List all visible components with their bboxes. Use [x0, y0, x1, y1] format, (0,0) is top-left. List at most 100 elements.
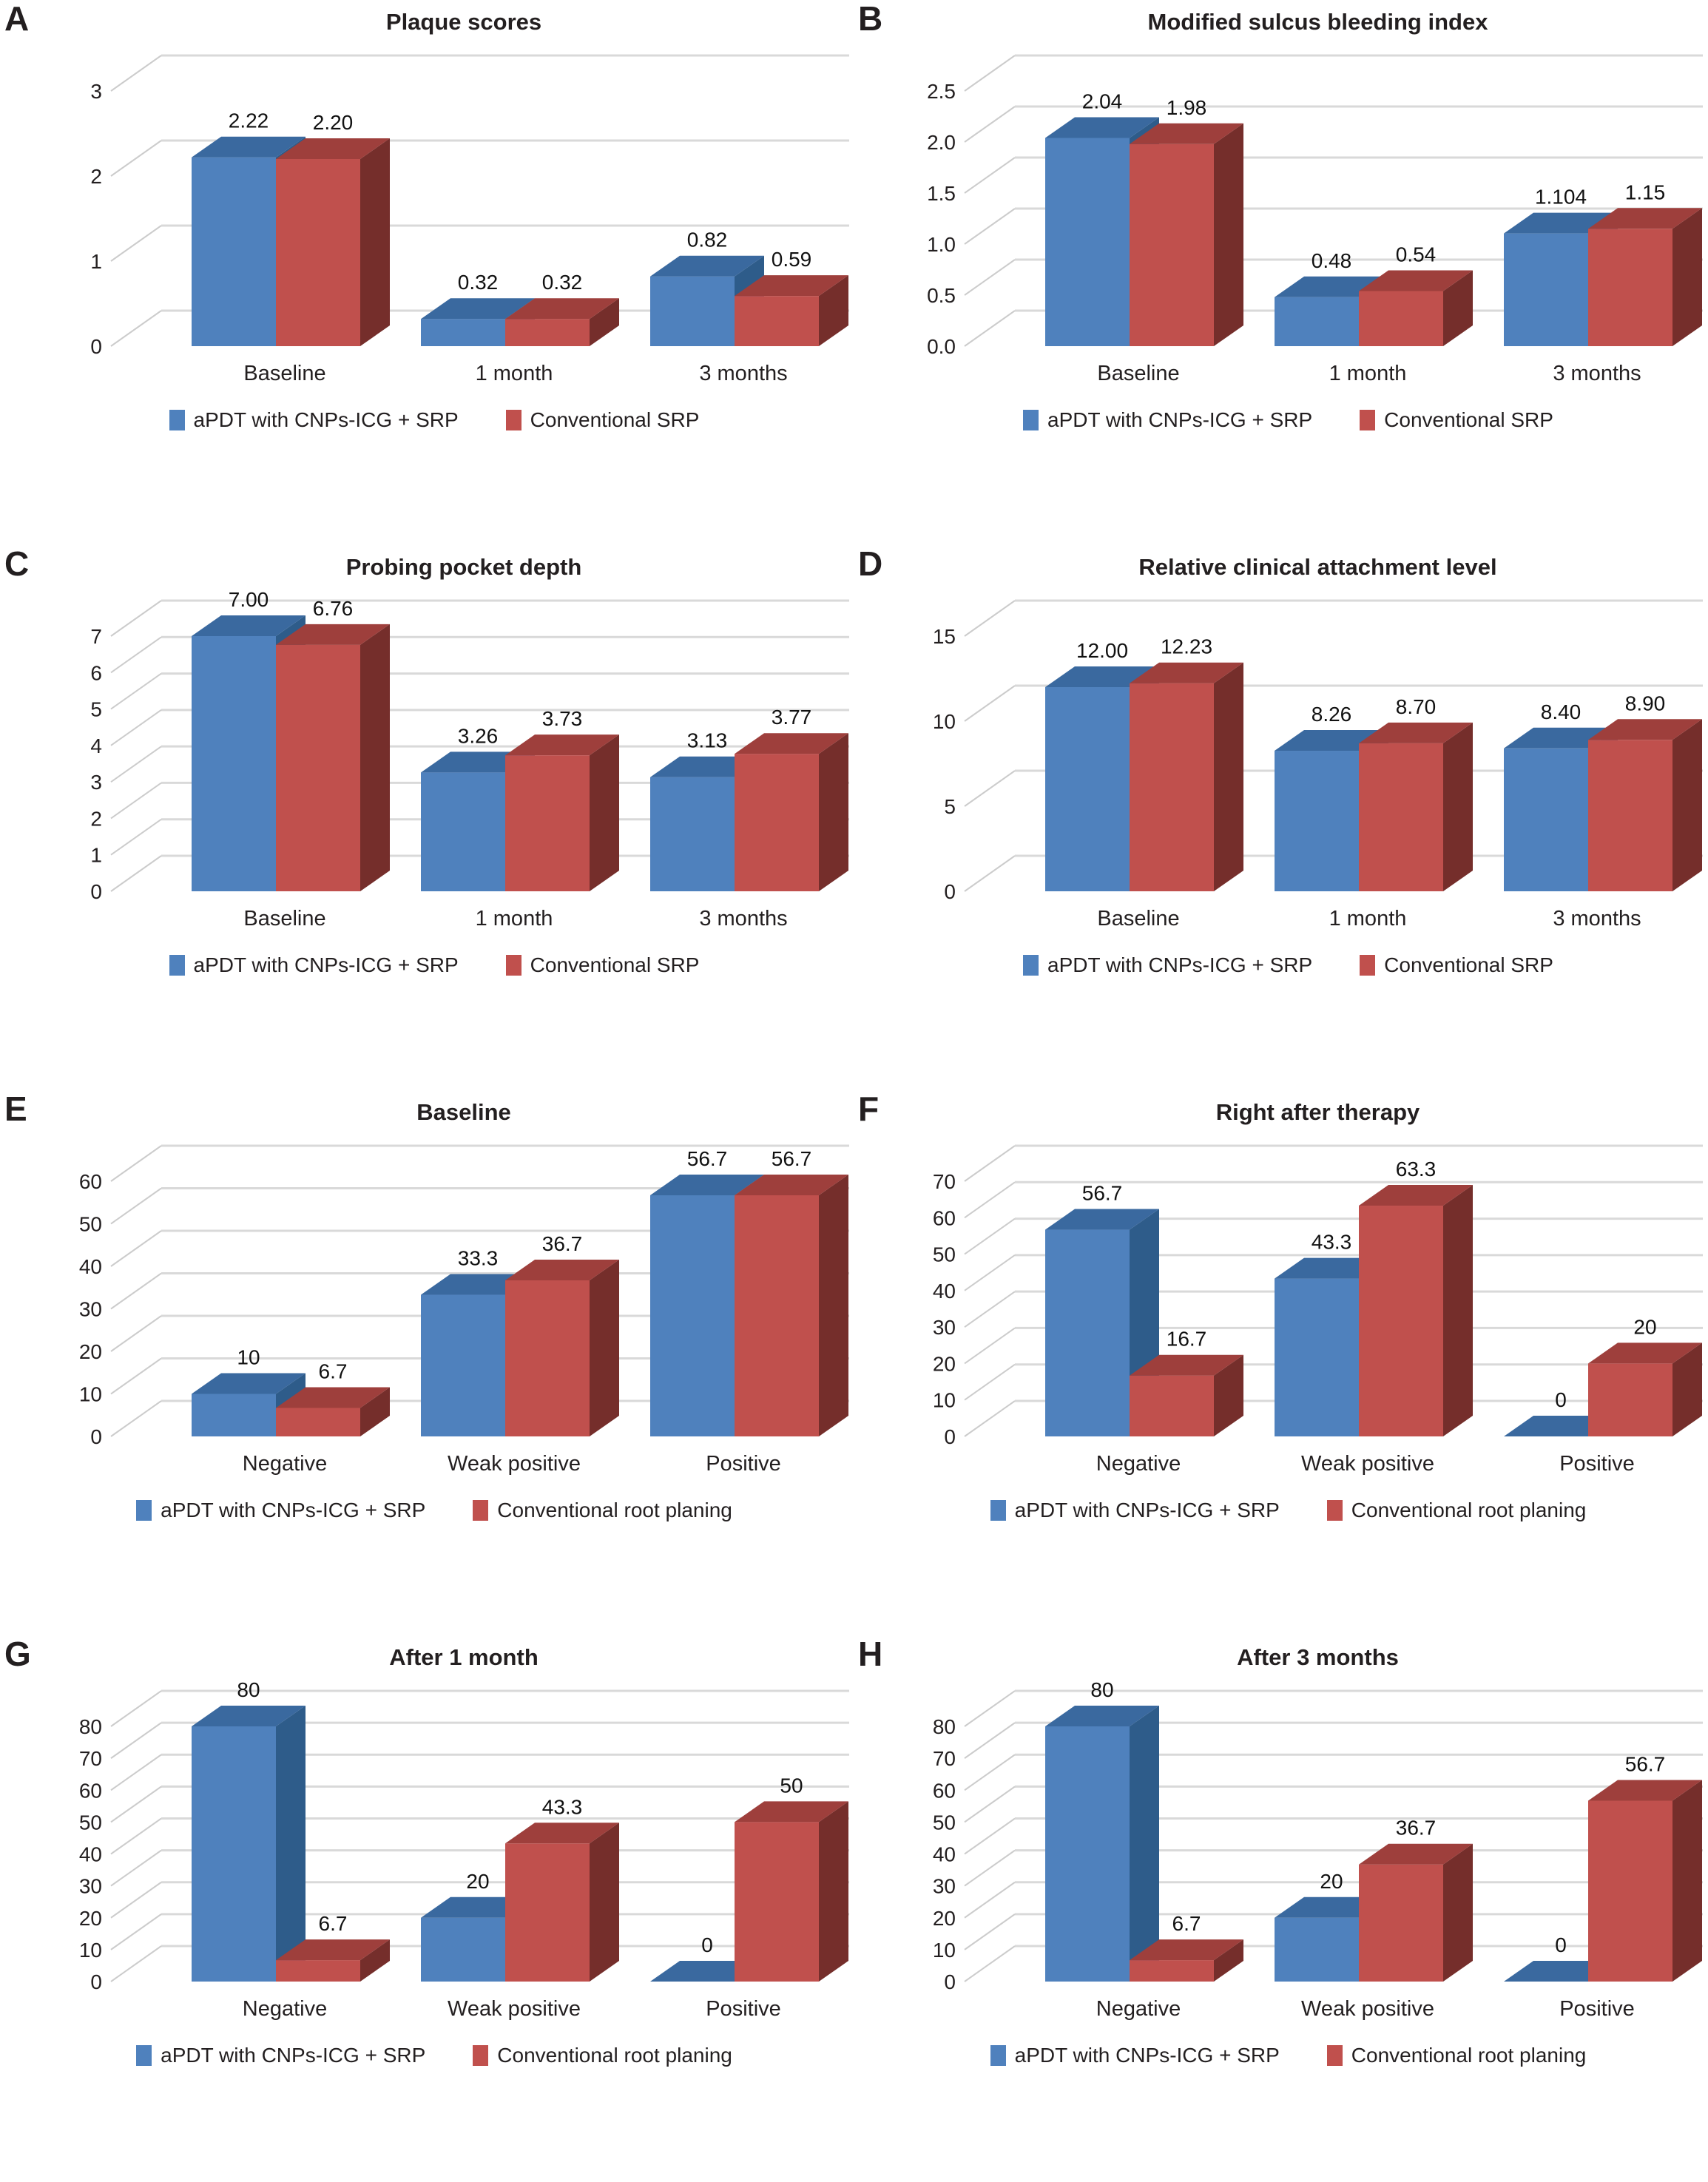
y-tick-label: 1.5	[927, 182, 956, 205]
axis-tick-line	[964, 1690, 1016, 1727]
axis-tick-line	[964, 259, 1016, 296]
axis-tick-line	[110, 855, 162, 892]
y-tick-label: 30	[933, 1316, 956, 1339]
value-label: 33.3	[458, 1247, 499, 1270]
category-label: Negative	[243, 1997, 327, 2021]
value-label: 36.7	[542, 1232, 583, 1255]
value-label: 10	[237, 1346, 260, 1369]
axis-tick-line	[110, 1690, 162, 1727]
value-label: 0	[701, 1933, 713, 1956]
category-label: 3 months	[699, 907, 787, 930]
bar-top-face	[192, 1706, 306, 1726]
bar-top-face	[735, 1174, 848, 1195]
bar	[276, 159, 360, 346]
bar-side-face	[1214, 662, 1243, 891]
legend-label: Conventional root planing	[1351, 1499, 1587, 1521]
y-tick-label: 80	[79, 1715, 102, 1738]
legend: aPDT with CNPs-ICG + SRP Conventional ro…	[876, 2044, 1701, 2067]
y-tick-label: 20	[79, 1907, 102, 1930]
bar	[421, 1917, 505, 1982]
axis-tick-line	[964, 1400, 1016, 1437]
bar	[1275, 1917, 1359, 1982]
chart-panel-a: A Plaque scores 0 1 2 3 2.22 2.20 Baseline 0.32…	[0, 0, 854, 545]
y-tick-label: 50	[933, 1243, 956, 1266]
bar-side-face	[590, 298, 619, 346]
bar-side-face	[360, 1387, 390, 1436]
y-tick-label: 60	[933, 1779, 956, 1802]
bar-top-face	[192, 136, 306, 158]
bar	[421, 1294, 505, 1436]
bar	[276, 1960, 360, 1982]
bar-top-face	[1045, 117, 1159, 138]
legend: aPDT with CNPs-ICG + SRP Conventional SR…	[876, 953, 1701, 977]
bar-chart: 0 1 2 3 2.22 2.20 Baseline 0.32 0.32 1 month 0.82 0…	[90, 54, 849, 385]
legend-label: aPDT with CNPs-ICG + SRP	[161, 2044, 426, 2067]
bar	[505, 1280, 590, 1436]
y-tick-label: 0	[90, 880, 102, 903]
bar	[735, 1195, 819, 1436]
axis-tick-line	[964, 1786, 1016, 1823]
legend-item: aPDT with CNPs-ICG + SRP	[1023, 953, 1312, 977]
axis-tick-line	[110, 746, 162, 783]
axis-tick-line	[110, 1945, 162, 1982]
bar	[1130, 143, 1214, 346]
legend-item: aPDT with CNPs-ICG + SRP	[169, 953, 459, 977]
bar	[735, 1822, 819, 1982]
category-label: 1 month	[476, 907, 553, 930]
value-label: 80	[237, 1678, 260, 1701]
category-label: Negative	[1096, 1452, 1181, 1476]
bar-top-face	[1588, 208, 1702, 229]
bar-top-face	[276, 1387, 390, 1408]
y-tick-label: 0	[944, 1970, 956, 1993]
legend-swatch-blue	[136, 1500, 152, 1521]
bar	[505, 319, 590, 346]
axis-tick-line	[110, 1881, 162, 1919]
bar-side-face	[1443, 270, 1473, 346]
y-tick-label: 10	[933, 710, 956, 733]
bar	[1045, 687, 1130, 891]
category-label: Weak positive	[1301, 1452, 1434, 1476]
bar-side-face	[1214, 1939, 1243, 1982]
axis-tick-line	[964, 1849, 1016, 1887]
y-tick-label: 3	[90, 80, 102, 103]
axis-tick-line	[964, 770, 1016, 807]
axis-tick-line	[110, 709, 162, 746]
legend-label: Conventional root planing	[497, 1499, 732, 1521]
category-label: 3 months	[1553, 362, 1641, 385]
legend-swatch-red	[1360, 955, 1376, 976]
bar-side-face	[590, 1823, 619, 1982]
legend-swatch-blue	[169, 410, 185, 430]
legend-item: aPDT with CNPs-ICG + SRP	[1023, 408, 1312, 432]
y-tick-label: 50	[79, 1213, 102, 1236]
bar	[1275, 297, 1359, 346]
value-label: 12.00	[1076, 639, 1128, 662]
bar-top-face	[1130, 1939, 1243, 1961]
axis-tick-line	[964, 1881, 1016, 1919]
y-tick-label: 2.0	[927, 131, 956, 154]
category-label: 3 months	[699, 362, 787, 385]
panel-letter: F	[858, 1090, 880, 1128]
bar	[1359, 291, 1443, 346]
value-label: 0.54	[1396, 243, 1437, 266]
chart-panel-g: G After 1 month 0 10 20 30 40 50 60 70 80 80 6.7 Ne…	[0, 1635, 854, 2181]
bar	[1359, 743, 1443, 891]
chart-panel-f: F Right after therapy 0 10 20 30 40 50 60 70 56.…	[854, 1090, 1708, 1635]
panel-letter: C	[4, 545, 30, 583]
bar	[1359, 1206, 1443, 1436]
legend-label: Conventional SRP	[530, 408, 700, 431]
bar-top-face	[1588, 719, 1702, 740]
y-tick-label: 2.5	[927, 80, 956, 103]
y-tick-label: 20	[933, 1907, 956, 1930]
category-label: 1 month	[1329, 362, 1407, 385]
legend: aPDT with CNPs-ICG + SRP Conventional ro…	[876, 1499, 1701, 1522]
value-label: 1.98	[1167, 96, 1207, 119]
value-label: 3.77	[772, 706, 812, 729]
y-tick-label: 40	[79, 1843, 102, 1866]
bar-top-face	[505, 1259, 619, 1280]
value-label: 3.13	[687, 729, 728, 752]
bar	[1588, 229, 1672, 346]
panel-letter: D	[858, 545, 883, 583]
bar-side-face	[590, 1259, 619, 1436]
bar	[735, 296, 819, 346]
chart-title: After 1 month	[389, 1644, 539, 1670]
